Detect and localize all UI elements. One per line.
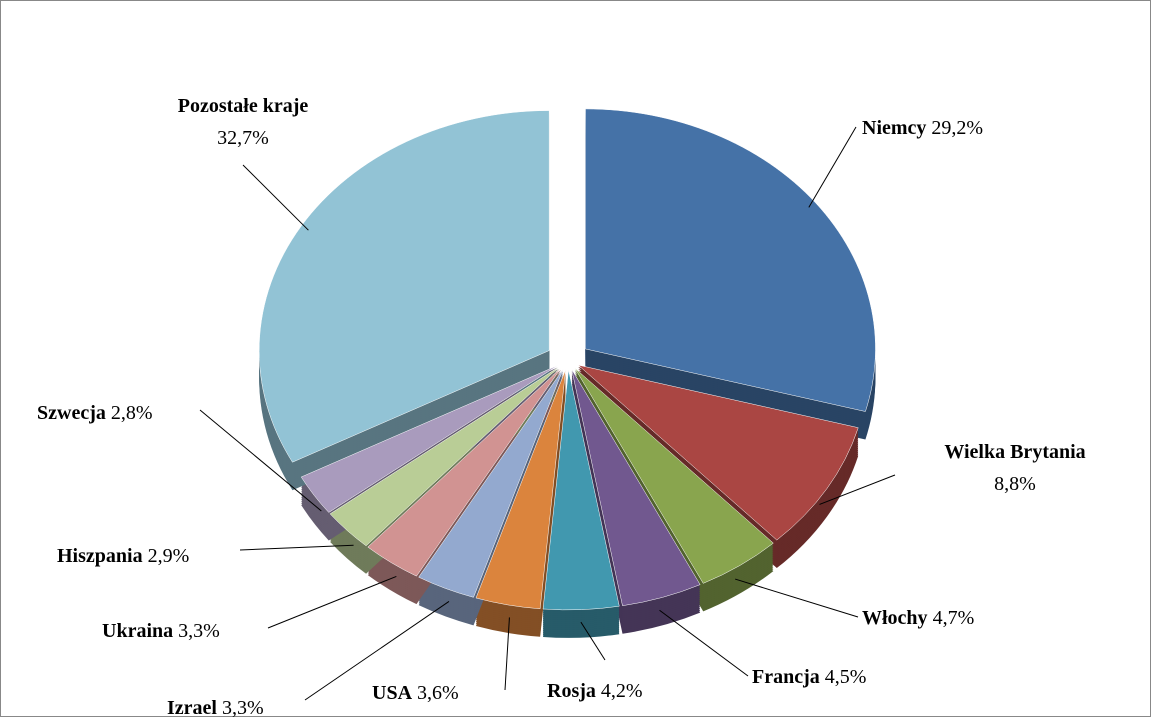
leader-line: [304, 601, 450, 701]
leader-line: [199, 409, 322, 512]
label-value: 4,2%: [601, 680, 643, 702]
label: Włochy 4,7%: [862, 607, 974, 629]
label-name: Ukraina: [102, 620, 173, 642]
leader-line: [808, 126, 857, 208]
leader-line: [239, 544, 354, 551]
label-name: Pozostałe kraje: [178, 95, 309, 117]
leader-line: [734, 578, 859, 618]
slice: [329, 366, 560, 547]
label: Francja 4,5%: [752, 666, 866, 688]
label-name: Wielka Brytania: [944, 441, 1085, 463]
label-value: 2,8%: [111, 402, 153, 424]
leader-line: [504, 617, 510, 691]
slice: [578, 364, 859, 541]
label-name: Szwecja: [37, 402, 106, 424]
label-name: USA: [372, 682, 413, 704]
label-value: 2,9%: [148, 545, 190, 567]
label: Izrael 3,3%: [167, 697, 264, 717]
slice: [585, 108, 876, 412]
label: Rosja 4,2%: [547, 680, 643, 702]
slice: [418, 368, 564, 598]
slice: [367, 367, 562, 577]
slice: [574, 367, 774, 584]
label-value: 3,3%: [222, 697, 264, 717]
label-name: Rosja: [547, 680, 596, 702]
label-value: 8,8%: [994, 473, 1036, 495]
slice: [571, 369, 701, 607]
label-value: 3,3%: [178, 620, 220, 642]
label-value: 3,6%: [417, 682, 459, 704]
label-value: 4,7%: [933, 607, 975, 629]
leader-line: [659, 609, 749, 677]
leader-line: [580, 621, 606, 661]
label-value: 32,7%: [217, 127, 269, 149]
label-name: Francja: [752, 666, 820, 688]
slice: [475, 369, 566, 610]
label: Ukraina 3,3%: [102, 620, 220, 642]
label: Niemcy 29,2%: [862, 117, 983, 139]
label: USA 3,6%: [372, 682, 459, 704]
leader-line: [819, 474, 896, 505]
label-name: Włochy: [862, 607, 928, 629]
label-name: Niemcy: [862, 117, 926, 139]
label-value: 29,2%: [931, 117, 983, 139]
label-name: Izrael: [167, 697, 217, 717]
label-value: 4,5%: [825, 666, 867, 688]
label-name: Hiszpania: [57, 545, 143, 567]
slice: [300, 365, 559, 513]
leader-line: [242, 164, 309, 231]
slice: [258, 110, 550, 463]
label: Szwecja 2,8%: [37, 402, 153, 424]
leader-line: [267, 575, 397, 629]
label: Hiszpania 2,9%: [57, 545, 189, 567]
slice: [542, 369, 620, 611]
